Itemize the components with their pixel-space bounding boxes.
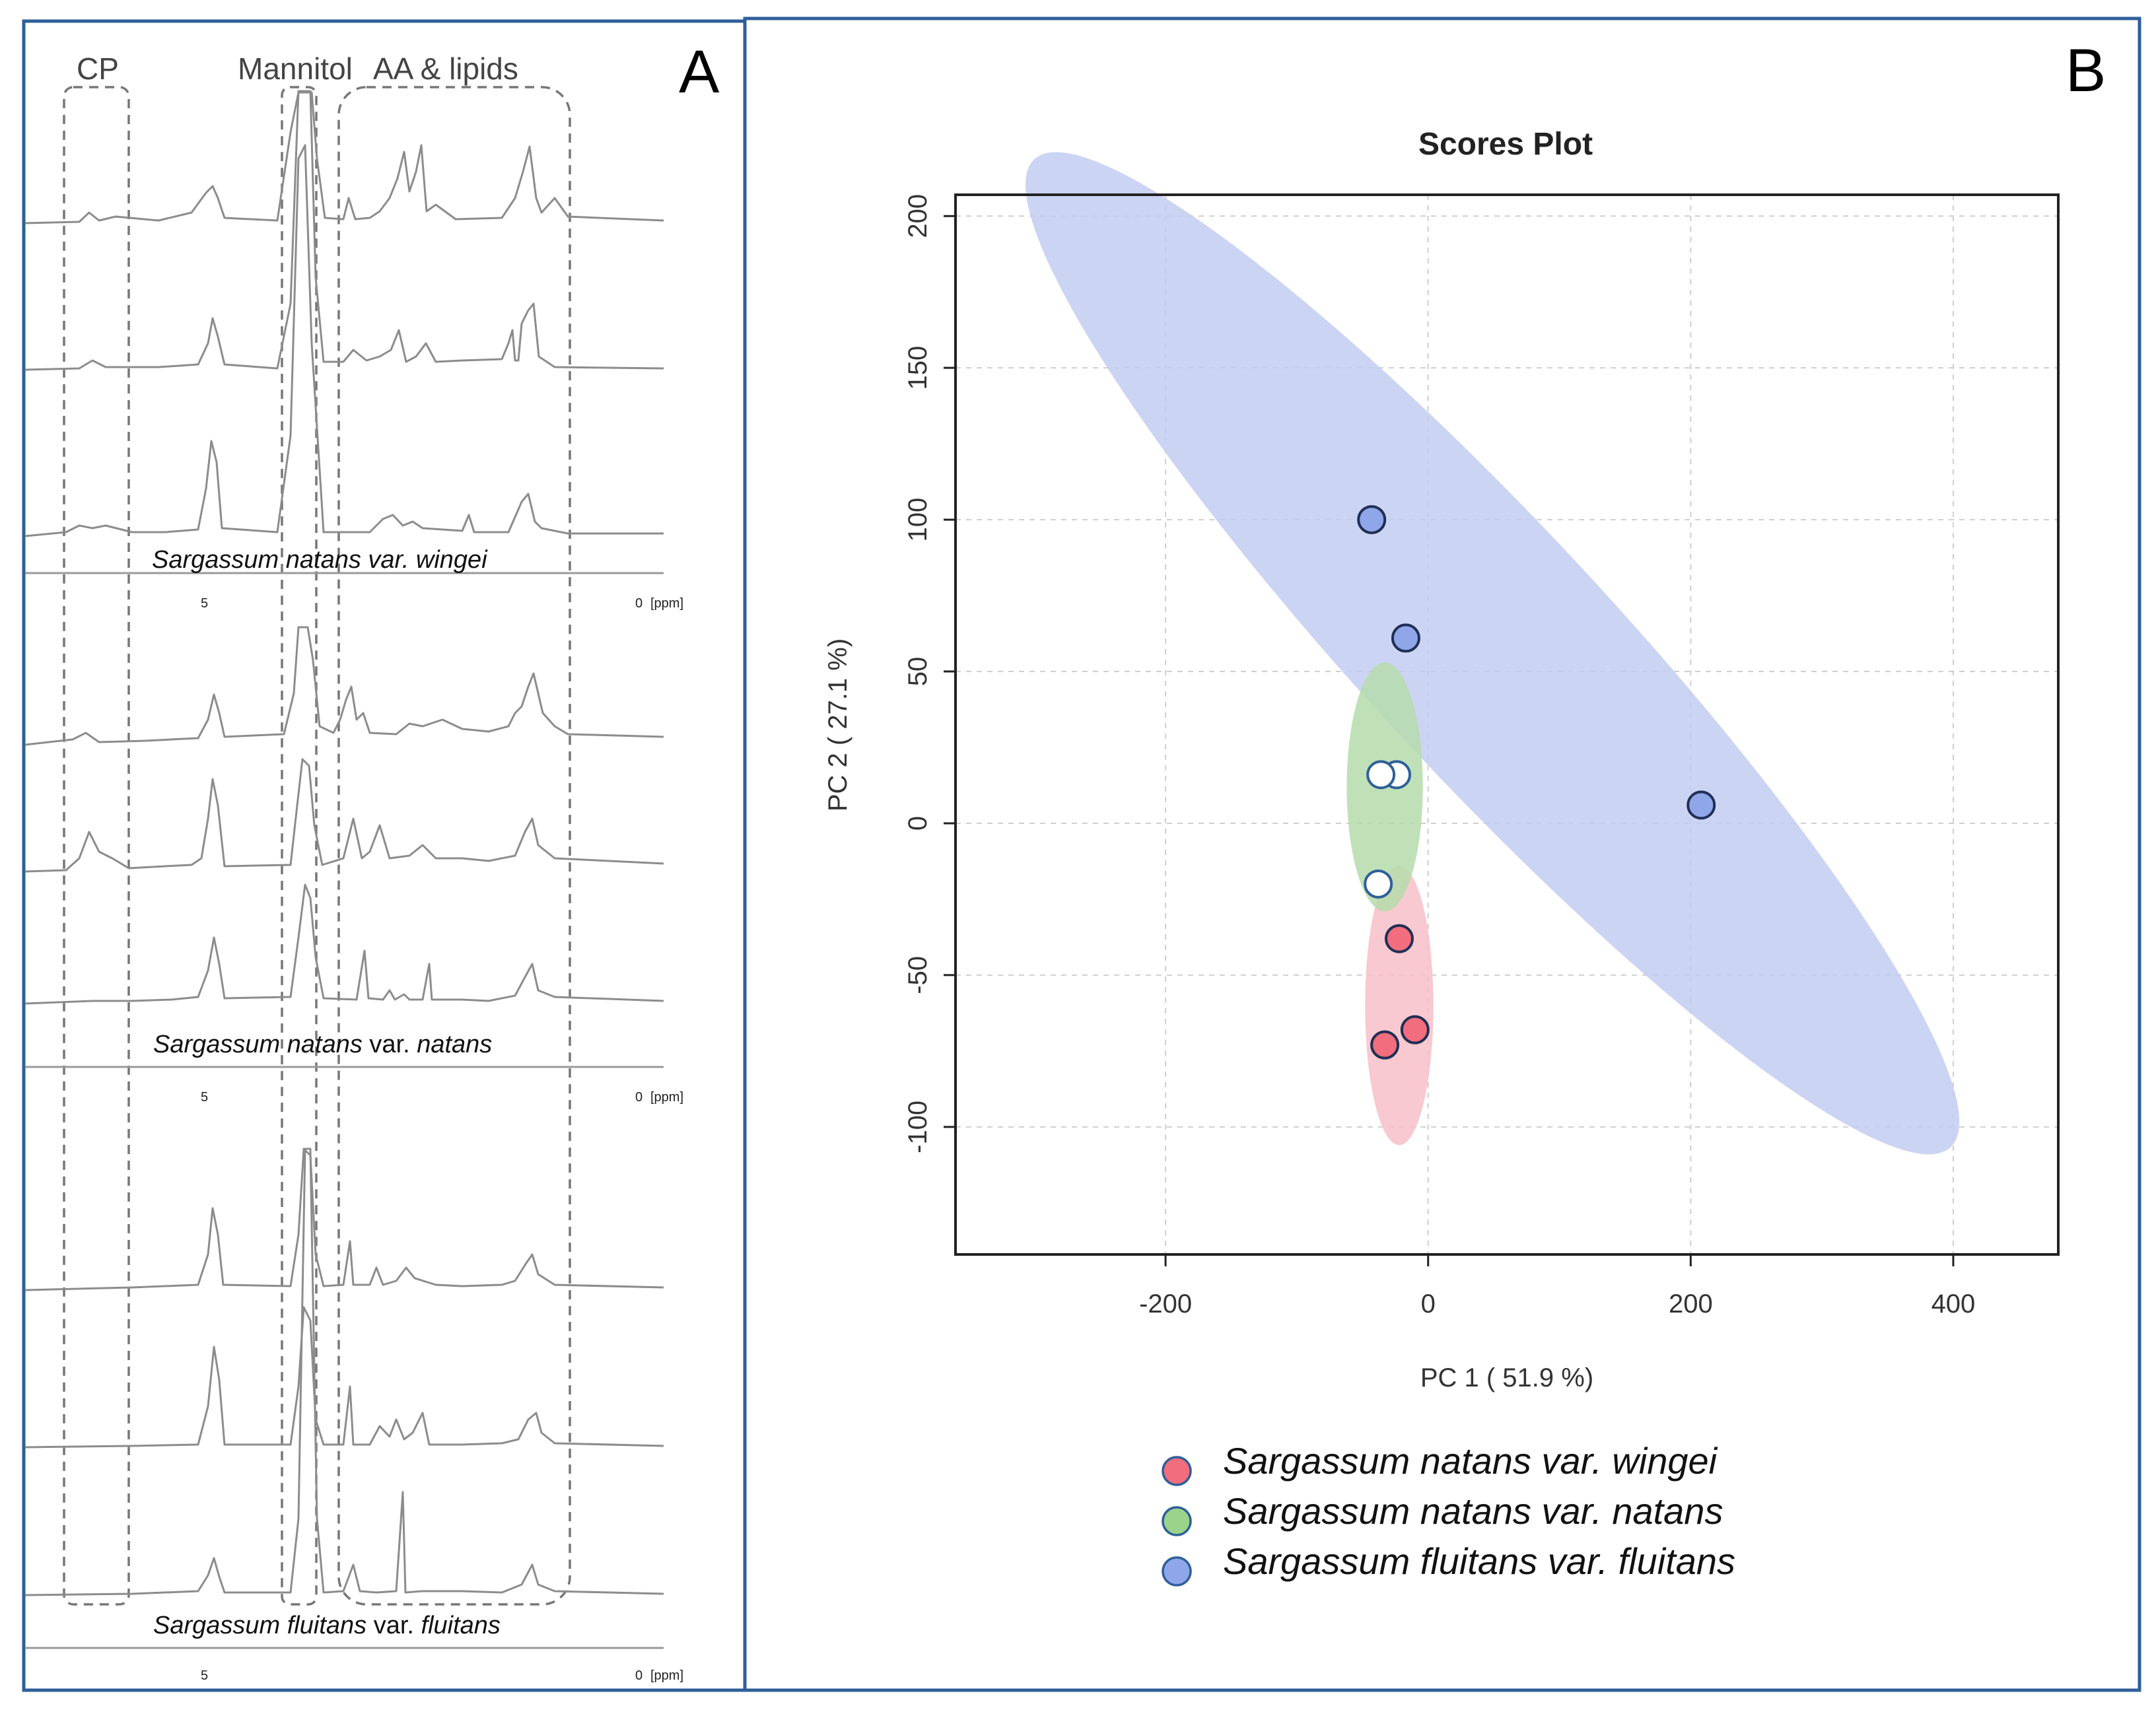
score-point xyxy=(1391,623,1420,653)
species-name: Sargassum natans xyxy=(153,1031,363,1058)
ppm-unit: [ppm] xyxy=(650,1090,683,1105)
legend-marker-wingei xyxy=(1162,1456,1192,1486)
tick-layer: -200 0 200 400 -100 -50 0 50 100 150 200 xyxy=(903,194,1975,1318)
ppm-unit: [ppm] xyxy=(650,596,683,611)
y-tick-label: 200 xyxy=(903,194,932,238)
spectrum-trace xyxy=(24,90,664,371)
dashbox-mannitol xyxy=(281,86,318,1606)
variety-word: var. xyxy=(366,1612,421,1639)
panel-b-border xyxy=(743,17,2141,1692)
dashbox-aa-lipids xyxy=(337,86,571,1606)
score-point xyxy=(1400,1015,1430,1044)
score-point xyxy=(1364,869,1393,899)
spectrum-trace xyxy=(24,883,664,1005)
x-tick-label: 200 xyxy=(1669,1289,1713,1318)
spectrum-trace xyxy=(24,144,664,537)
spectrum-trace xyxy=(24,1306,664,1449)
ppm-tick-5: 5 xyxy=(201,1668,208,1683)
confidence-ellipse xyxy=(1365,866,1434,1146)
spectrum-trace xyxy=(24,1147,664,1596)
species-name: Sargassum natans xyxy=(152,546,361,574)
x-axis-label: PC 1 ( 51.9 %) xyxy=(1420,1363,1593,1392)
variety-word: var. xyxy=(363,1031,417,1058)
legend-marker-natans xyxy=(1162,1506,1192,1536)
score-point xyxy=(1357,505,1387,535)
variety-name: wingei xyxy=(416,546,488,574)
legend-label-natans: Sargassum natans var. natans xyxy=(1223,1490,1723,1532)
spectrum-trace xyxy=(24,626,664,746)
x-tick-label: -200 xyxy=(1139,1289,1192,1318)
legend: Sargassum natans var. wingei Sargassum n… xyxy=(1162,1440,1735,1587)
spectrum-trace xyxy=(24,1147,664,1291)
legend-label-wingei: Sargassum natans var. wingei xyxy=(1223,1440,1718,1482)
dashbox-cp xyxy=(63,86,130,1606)
confidence-ellipse xyxy=(1025,152,1960,1155)
panel-b-letter: B xyxy=(2066,37,2106,104)
x-tick-label: 400 xyxy=(1931,1289,1976,1318)
variety-name: natans xyxy=(417,1031,492,1058)
variety-word: var. xyxy=(361,546,416,574)
ppm-tick-0: 0 xyxy=(635,1090,643,1105)
spectrum-trace xyxy=(24,758,664,873)
species-name: Sargassum fluitans xyxy=(153,1612,366,1639)
region-label-cp: CP xyxy=(77,51,119,86)
score-point xyxy=(1384,924,1414,953)
spectra-group-wingei: Sargassum natans var. wingei 5 0 [ppm] xyxy=(24,90,683,611)
variety-name: fluitans xyxy=(421,1612,501,1639)
point-layer xyxy=(1357,505,1716,1060)
y-tick-label: 50 xyxy=(903,657,932,686)
ppm-tick-0: 0 xyxy=(635,596,643,611)
panel-a-nmr-spectra: A CP Mannitol AA & lipids Sargassum nata… xyxy=(22,19,747,1692)
legend-label-fluitans: Sargassum fluitans var. fluitans xyxy=(1223,1540,1735,1582)
y-tick-label: 150 xyxy=(903,346,932,390)
ppm-tick-0: 0 xyxy=(635,1668,643,1683)
score-point xyxy=(1370,1030,1400,1060)
legend-marker-fluitans xyxy=(1162,1556,1192,1587)
region-label-aa-lipids: AA & lipids xyxy=(373,51,518,86)
ppm-tick-5: 5 xyxy=(201,596,208,611)
ppm-unit: [ppm] xyxy=(650,1668,683,1683)
species-label-fluitans: Sargassum fluitans var. fluitans xyxy=(153,1612,501,1639)
score-point xyxy=(1366,760,1396,790)
y-tick-label: 100 xyxy=(903,498,932,542)
spectra-group-fluitans: Sargassum fluitans var. fluitans 5 0 [pp… xyxy=(24,1147,683,1683)
chart-title: Scores Plot xyxy=(1418,127,1593,162)
y-tick-label: 0 xyxy=(903,816,932,831)
y-tick-label: -100 xyxy=(903,1101,932,1153)
y-axis-label: PC 2 ( 27.1 %) xyxy=(823,638,852,811)
species-label-natans: Sargassum natans var. natans xyxy=(153,1031,492,1058)
spectra-group-natans: Sargassum natans var. natans 5 0 [ppm] xyxy=(24,626,683,1105)
plot-frame xyxy=(954,193,2060,1256)
spectrum-trace xyxy=(24,91,664,224)
score-point xyxy=(1687,790,1716,820)
region-label-mannitol: Mannitol xyxy=(238,51,353,86)
panel-a-letter: A xyxy=(679,38,720,106)
x-tick-label: 0 xyxy=(1421,1289,1436,1318)
species-label-wingei: Sargassum natans var. wingei xyxy=(152,546,488,574)
y-tick-label: -50 xyxy=(903,956,932,994)
panel-b-scores-plot: B Scores Plot -200 0 200 400 -100 -50 0 50 100 15… xyxy=(743,17,2141,1692)
ppm-tick-5: 5 xyxy=(201,1090,208,1105)
